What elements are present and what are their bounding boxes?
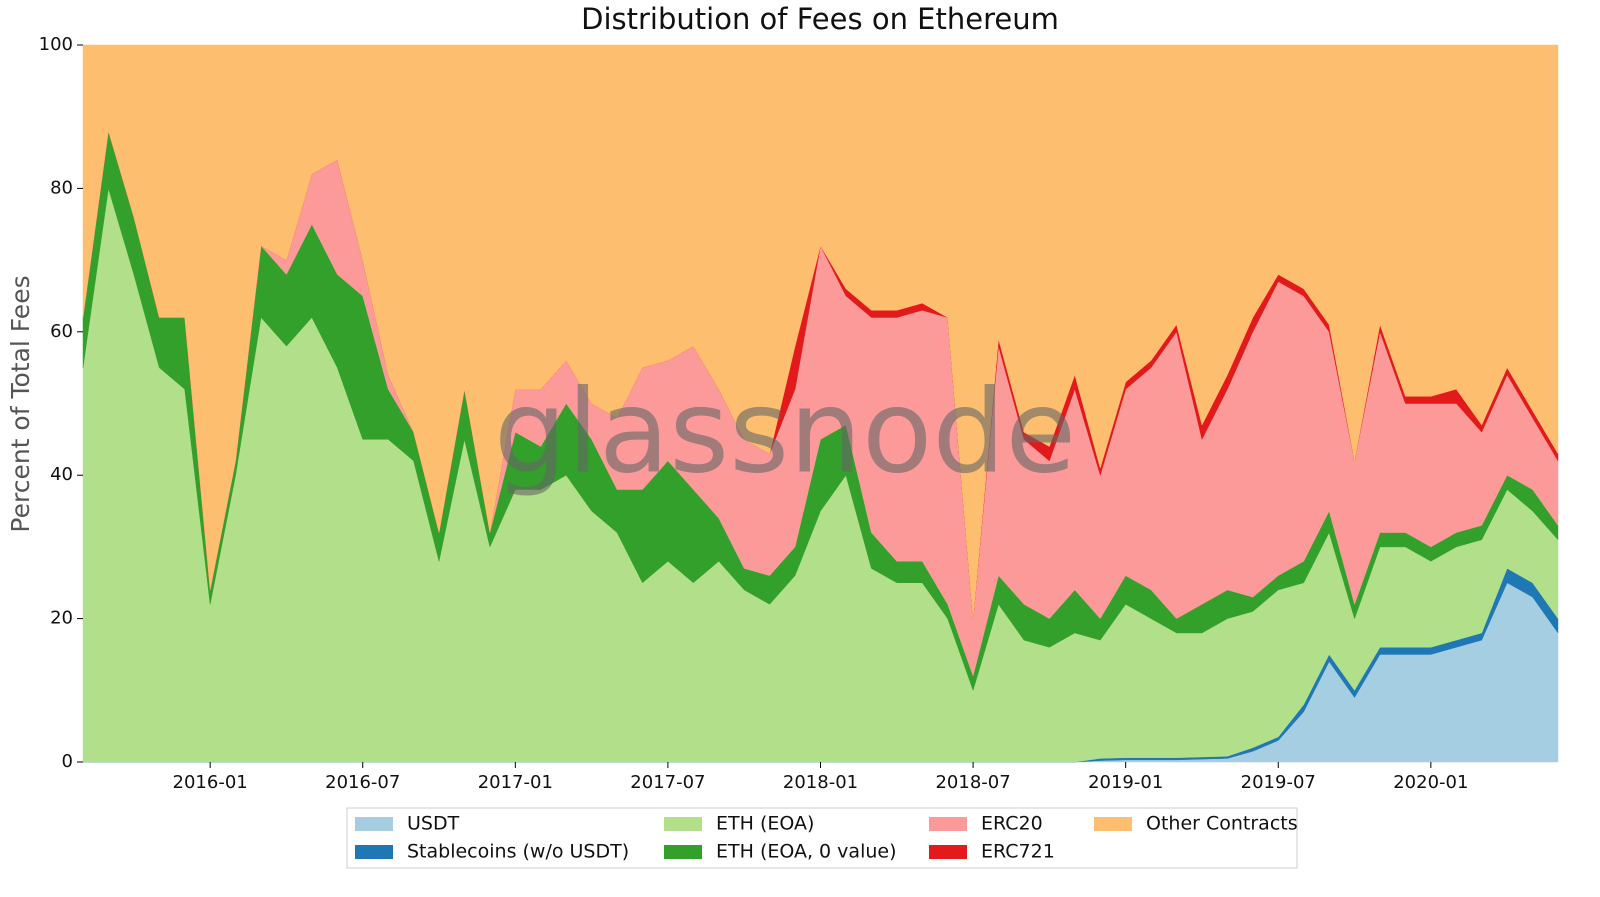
legend-label: ETH (EOA) — [716, 813, 814, 835]
legend-swatch — [1094, 817, 1132, 831]
watermark: glassnode — [494, 366, 1076, 500]
y-tick-label: 40 — [50, 464, 73, 485]
legend-label: Stablecoins (w/o USDT) — [407, 841, 629, 863]
x-tick-label: 2018-07 — [935, 772, 1010, 793]
legend-swatch — [664, 817, 702, 831]
x-tick-label: 2018-01 — [783, 772, 858, 793]
x-tick-label: 2020-01 — [1393, 772, 1468, 793]
legend-swatch — [929, 817, 967, 831]
legend-label: Other Contracts — [1146, 813, 1298, 835]
x-tick-label: 2019-07 — [1241, 772, 1316, 793]
area — [82, 44, 1559, 619]
y-tick-label: 0 — [62, 751, 73, 772]
y-tick-label: 80 — [50, 177, 73, 198]
y-axis-label: Percent of Total Fees — [6, 275, 35, 532]
legend-label: USDT — [407, 813, 460, 835]
legend-swatch — [355, 845, 393, 859]
x-tick-label: 2016-07 — [325, 772, 400, 793]
y-tick-label: 100 — [39, 34, 73, 55]
x-tick-label: 2017-01 — [478, 772, 553, 793]
x-tick-label: 2016-01 — [173, 772, 248, 793]
legend-swatch — [929, 845, 967, 859]
legend-label: ERC20 — [981, 813, 1043, 835]
y-tick-label: 20 — [50, 608, 73, 629]
chart-title: Distribution of Fees on Ethereum — [581, 2, 1059, 36]
x-tick-label: 2017-07 — [630, 772, 705, 793]
legend-label: ERC721 — [981, 841, 1055, 863]
legend-swatch — [664, 845, 702, 859]
y-tick-label: 60 — [50, 321, 73, 342]
x-tick-label: 2019-01 — [1088, 772, 1163, 793]
legend-label: ETH (EOA, 0 value) — [716, 841, 897, 863]
legend-swatch — [355, 817, 393, 831]
legend-box — [346, 807, 1298, 869]
